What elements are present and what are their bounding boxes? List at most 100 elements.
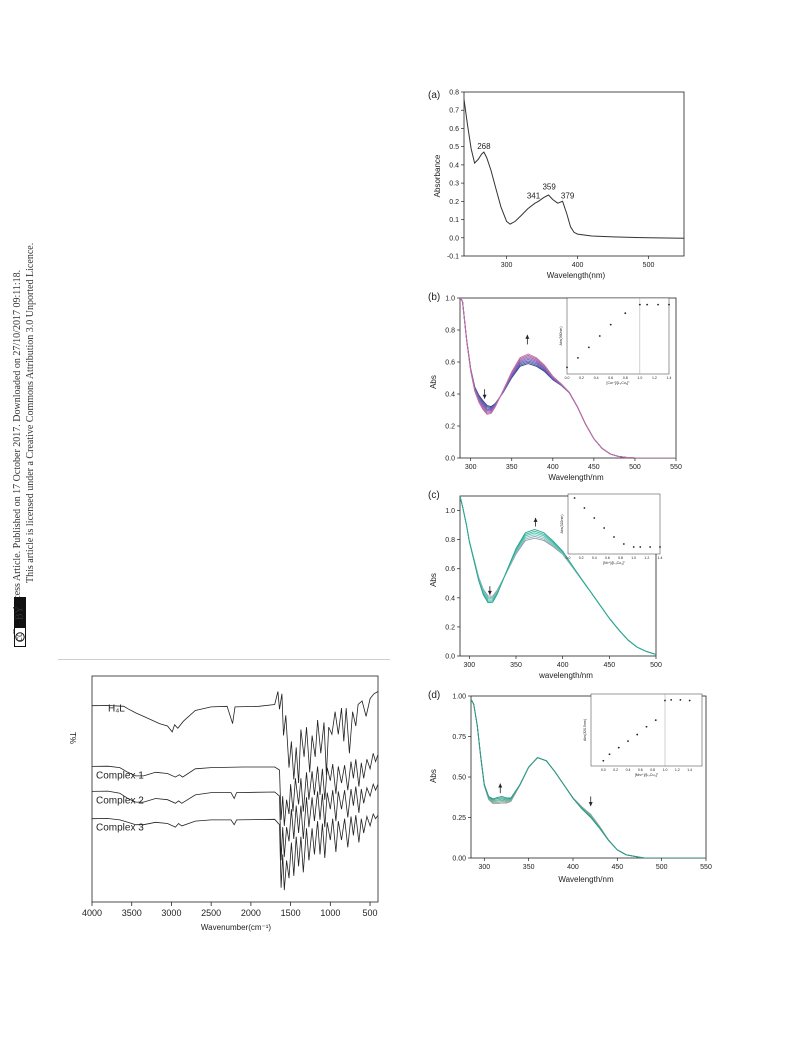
inset-data-point	[624, 312, 627, 315]
inset-data-point	[654, 719, 657, 722]
panel-d-label: (d)	[428, 690, 440, 701]
license-line-publication: Open Access Article. Published on 17 Oct…	[12, 270, 23, 635]
y-tick-label: 0.4	[445, 595, 455, 602]
inset-data-point	[668, 303, 670, 306]
section-divider	[58, 659, 390, 660]
arrow-down-icon	[487, 586, 492, 595]
inset-x-tick-label: 0.2	[613, 768, 618, 772]
uv-vis-chart-c: (c) 0.0 0.2 0.4 0.6 0.8 1.0 300 350 400 450 500 0.0…	[428, 490, 663, 680]
ir-series-label: Complex 1	[96, 770, 144, 781]
titration-spectrum-line	[460, 496, 656, 655]
inset-data-point	[598, 335, 601, 337]
y-tick-label: 0.6	[449, 126, 459, 133]
cc-by-badge[interactable]: cc BY	[14, 597, 26, 647]
inset-ylabel: Abs(320.5nm)	[583, 719, 587, 741]
y-tick-label: -0.1	[447, 254, 459, 261]
license-side-note: Open Access Article. Published on 17 Oct…	[6, 195, 46, 655]
arrow-down-icon	[482, 389, 487, 399]
cc-badge-label: cc	[14, 632, 25, 641]
license-note-svg: Open Access Article. Published on 17 Oct…	[12, 243, 36, 647]
inset-plot: 0.0 0.2 0.4 0.6 0.8 1.0 1.2 1.4 [Ni²⁺]/[L₃Cu₄]° A…	[560, 493, 663, 565]
spectra-lines	[471, 698, 706, 858]
peak-label: 379	[561, 191, 575, 200]
x-tick-label: 300	[478, 864, 490, 871]
y-tick-label: 0.2	[445, 624, 455, 631]
panel-c-label: (c)	[428, 490, 440, 501]
ir-series-label: Complex 2	[96, 795, 144, 806]
panel-a-label: (a)	[428, 90, 440, 101]
inset-x-tick-label: 1.0	[663, 768, 668, 772]
ir-x-tick-label: 4000	[82, 908, 102, 918]
y-tick-label: 0.00	[452, 856, 466, 863]
plot-frame	[463, 91, 685, 257]
inset-data-point	[566, 366, 568, 369]
ir-spectrum-line	[92, 753, 378, 826]
y-tick-label: 0.8	[449, 90, 459, 97]
x-tick-label: 300	[501, 262, 513, 269]
inset-x-tick-label: 1.0	[637, 376, 642, 380]
y-tick-label: 0.2	[445, 424, 455, 431]
inset-plot: 0.0 0.2 0.4 0.6 0.8 1.0 1.2 1.4 [Cu²⁺]/[L₃Cu₄]° A…	[559, 297, 671, 385]
y-tick-label: 0.6	[445, 360, 455, 367]
inset-data-point	[587, 346, 590, 349]
inset-data-point	[613, 536, 615, 538]
y-tick-label: 0.50	[452, 775, 466, 782]
x-tick-label: 400	[572, 262, 584, 269]
inset-x-tick-label: 0.6	[608, 376, 613, 380]
ir-series-label: H₄L	[108, 704, 125, 715]
inset-x-tick-label: 0.2	[579, 556, 584, 560]
y-tick-label: 0.75	[452, 734, 466, 741]
inset-x-tick-label: 1.4	[687, 768, 692, 772]
x-tick-label: 300	[463, 662, 475, 669]
ir-x-tick-label: 1500	[281, 908, 301, 918]
inset-data-point	[608, 753, 611, 756]
uv-vis-chart-d: (d) 0.00 0.25 0.50 0.75 1.00 300 350 400 450 500 5…	[428, 690, 712, 884]
spectra-lines	[460, 298, 676, 458]
inset-x-tick-label: 1.4	[658, 556, 663, 560]
x-tick-label: 300	[465, 464, 477, 471]
y-tick-label: 1.0	[445, 296, 455, 303]
x-tick-label: 400	[567, 864, 579, 871]
ir-x-tick-label: 2500	[201, 908, 221, 918]
panel-a-plot: -0.1 0.0 0.1 0.2 0.3 0.4 0.5 0.6 0.7 0.8 300 400 500…	[447, 90, 685, 269]
ir-spectrum-line	[92, 691, 378, 784]
panel-a-ylabel: Absorbance	[433, 154, 442, 197]
inset-data-point	[577, 356, 579, 359]
ir-x-tick-label: 3500	[122, 908, 142, 918]
ir-x-tick-label: 1000	[320, 908, 340, 918]
y-tick-label: 0.25	[452, 815, 466, 822]
x-tick-label: 450	[588, 464, 600, 471]
x-tick-label: 500	[656, 864, 668, 871]
panel-d-ylabel: Abs	[429, 769, 438, 783]
inset-data-point	[688, 699, 691, 702]
ir-series-labels: H₄L Complex 1 Complex 2 Complex 3	[96, 704, 144, 834]
inset-data-point	[639, 546, 642, 548]
peak-label: 341	[527, 191, 541, 200]
inset-data-point	[659, 546, 661, 548]
inset-data-point	[636, 733, 639, 736]
y-tick-label: 0.6	[445, 566, 455, 573]
inset-x-tick-label: 0.8	[618, 556, 623, 560]
y-tick-label: 0.5	[449, 144, 459, 151]
license-line-licence: This article is licensed under a Creativ…	[25, 243, 36, 583]
x-tick-label: 450	[603, 662, 615, 669]
panel-c-xlabel: wavelength/nm	[538, 671, 593, 680]
inset-x-tick-label: 0.8	[623, 376, 628, 380]
panel-b-xlabel: Wavelength/nm	[548, 473, 604, 482]
inset-data-point	[679, 698, 682, 701]
inset-data-point	[670, 698, 673, 701]
inset-x-tick-label: 0.2	[579, 376, 584, 380]
inset-data-point	[664, 699, 666, 702]
ir-ylabel: T%	[68, 732, 77, 744]
ir-spectrum-chart: T% 4000 3500 3000 2500 2000 1500 1000 500 H₄L Co…	[68, 675, 379, 932]
inset-data-point	[603, 527, 606, 529]
uv-vis-chart-b: (b) 0.0 0.2 0.4 0.6 0.8 1.0 300 350 400 450 500 550…	[428, 292, 682, 482]
y-tick-label: 0.4	[449, 162, 459, 169]
inset-xlabel: [Mn²⁺]/[L₃Cu₄]°	[635, 773, 659, 777]
inset-data-point	[617, 746, 620, 749]
inset-data-point	[583, 507, 586, 509]
x-tick-label: 550	[700, 864, 712, 871]
arrow-up-icon	[533, 517, 538, 527]
